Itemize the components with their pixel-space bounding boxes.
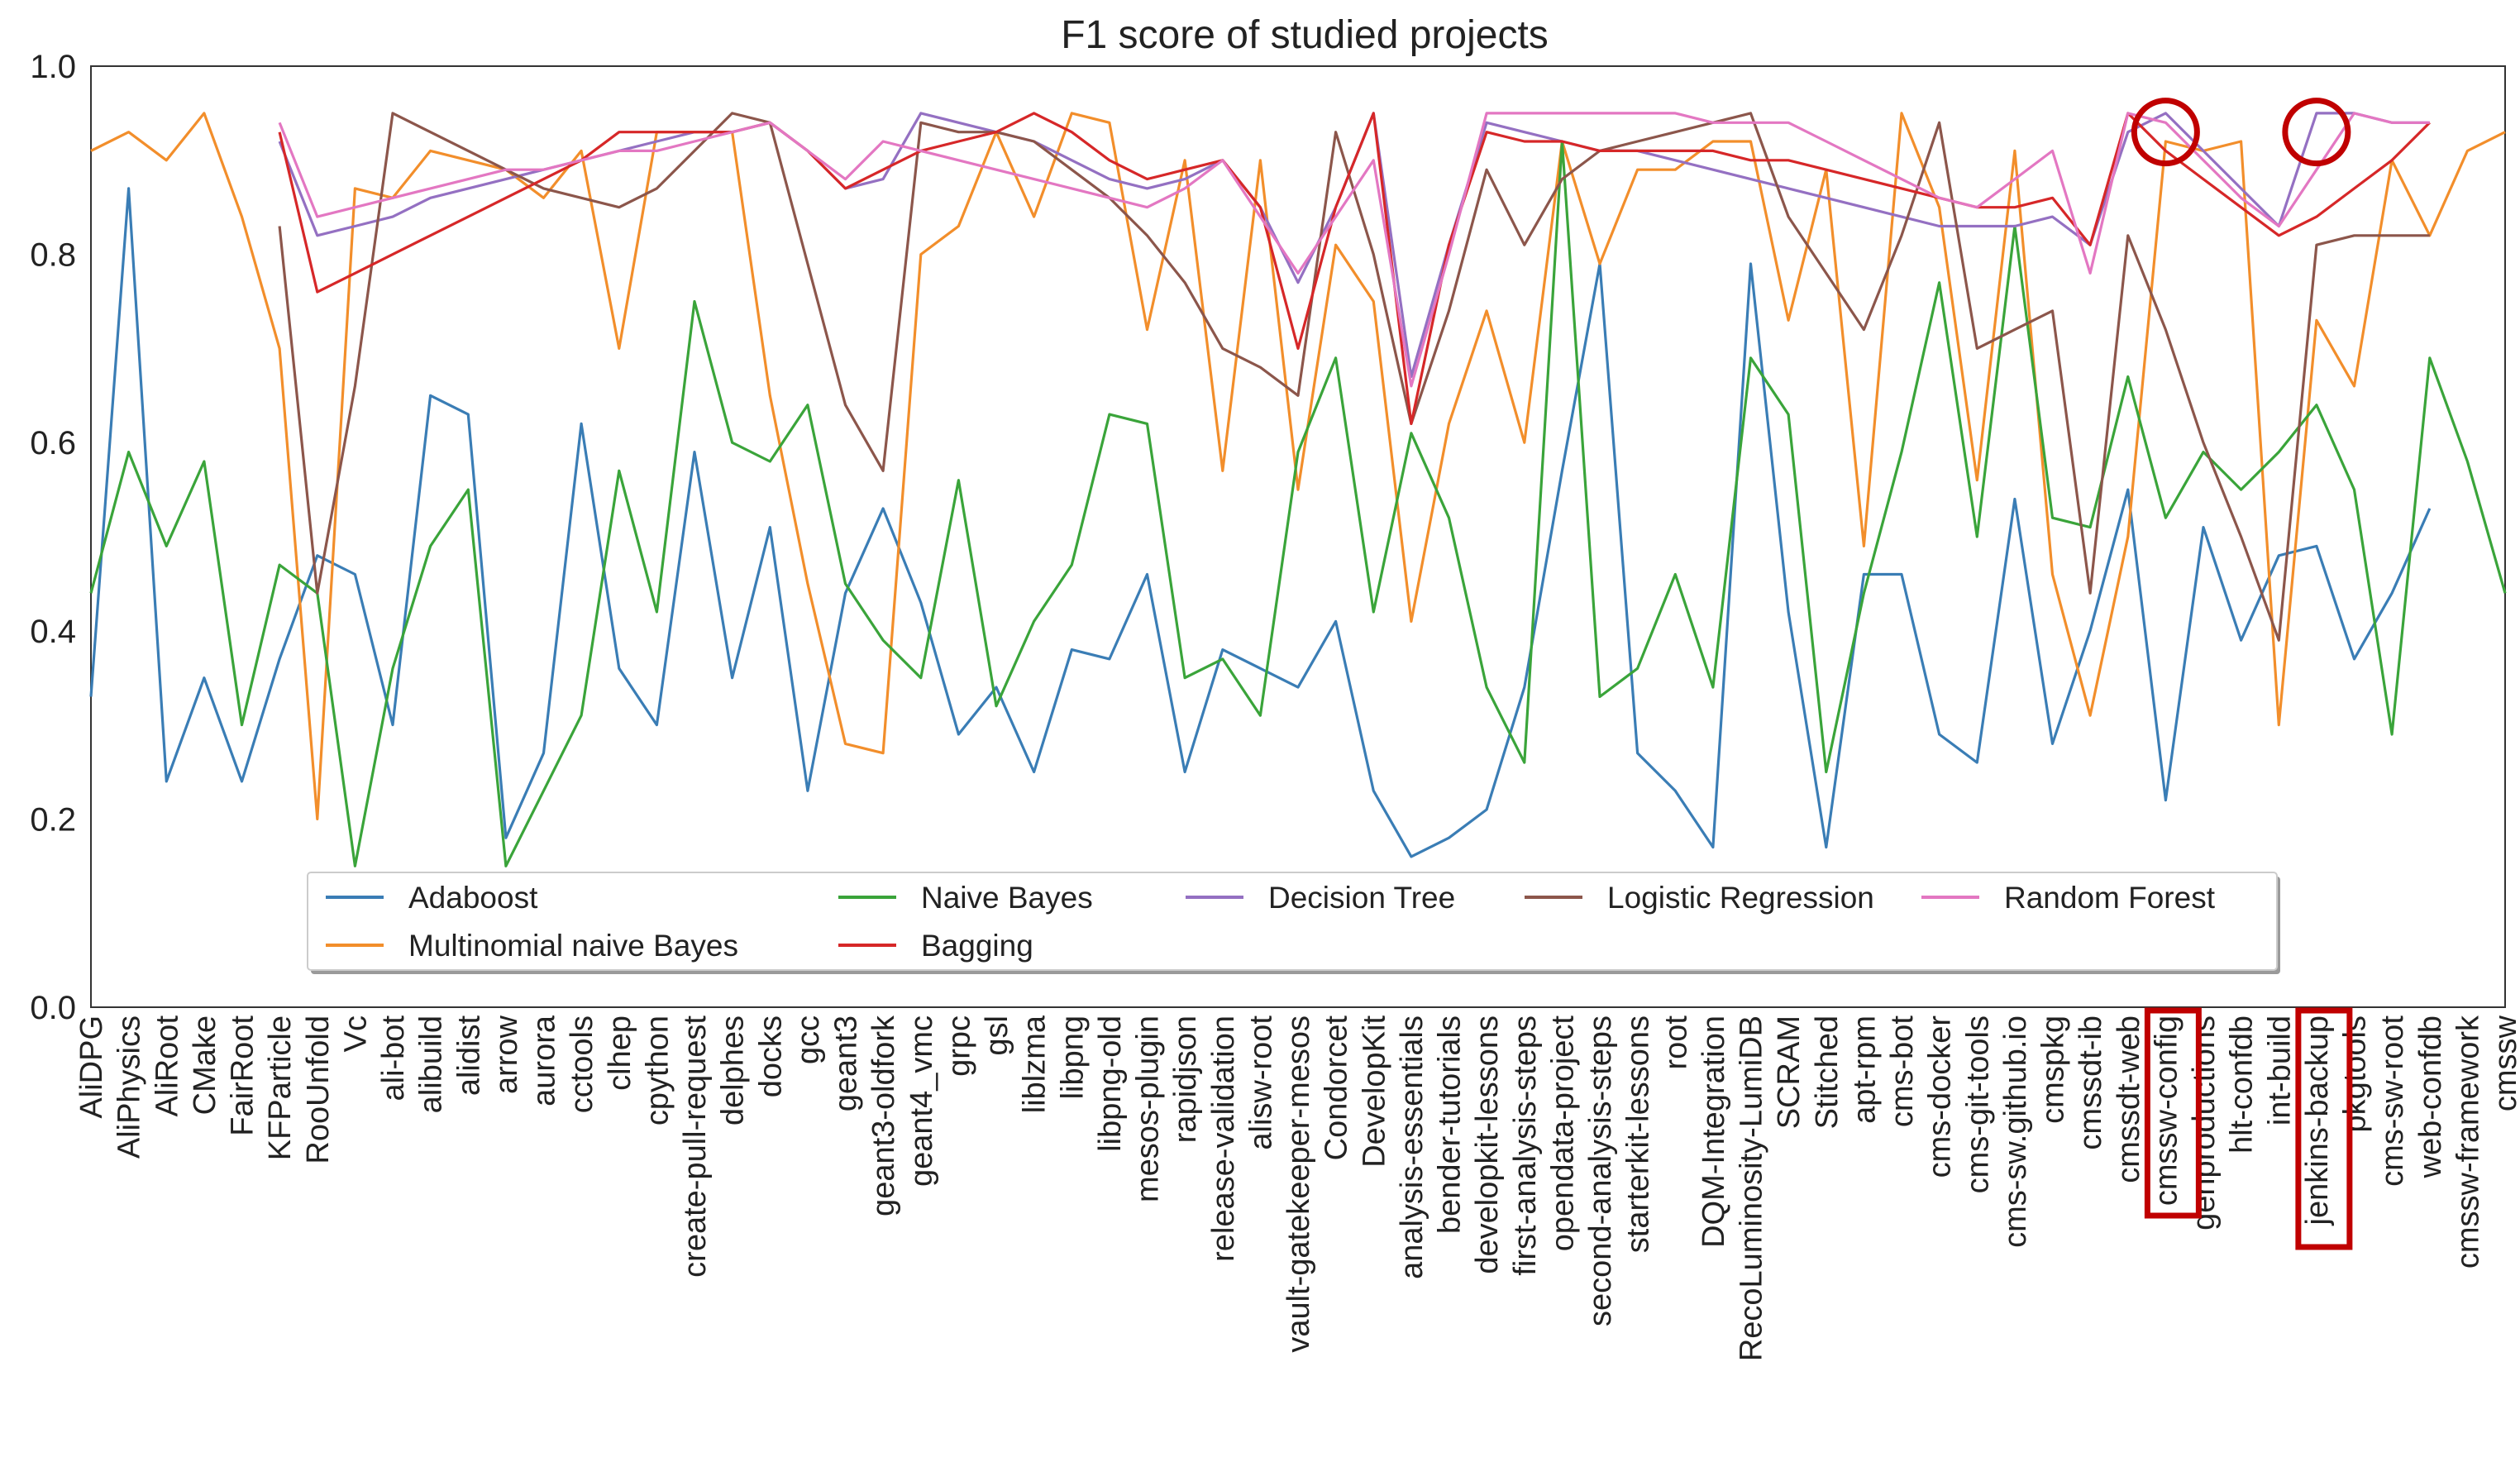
y-tick-label: 0.2 bbox=[30, 801, 76, 838]
x-tick-label: cmspkg bbox=[2036, 1015, 2071, 1124]
x-tick-label: second-analysis-steps bbox=[1583, 1015, 1618, 1326]
x-tick-label: DevelopKit bbox=[1357, 1015, 1391, 1168]
x-tick-label: alidist bbox=[451, 1015, 486, 1097]
x-tick-label: DQM-Integration bbox=[1697, 1015, 1731, 1248]
x-tick-label: cmssw-config bbox=[2149, 1015, 2184, 1206]
x-tick-label: AliPhysics bbox=[112, 1015, 147, 1159]
x-tick-label: cms-sw-root bbox=[2375, 1015, 2410, 1187]
x-tick-label: KFParticle bbox=[263, 1015, 298, 1160]
x-tick-label: geant4_vmc bbox=[904, 1015, 939, 1187]
x-tick-label: cmssw bbox=[2489, 1015, 2520, 1111]
legend-label: Bagging bbox=[921, 929, 1033, 963]
x-tick-label: FairRoot bbox=[226, 1015, 260, 1136]
x-tick-label: cpython bbox=[640, 1015, 675, 1125]
legend-label: Logistic Regression bbox=[1607, 881, 1874, 915]
legend-label: Adaboost bbox=[408, 881, 538, 915]
x-tick-label: RooUnfold bbox=[301, 1015, 336, 1164]
x-tick-label: pkgtools bbox=[2338, 1015, 2373, 1133]
x-tick-label: AliDPG bbox=[74, 1015, 109, 1119]
x-tick-label: SCRAM bbox=[1772, 1015, 1806, 1129]
x-tick-label: liblzma bbox=[1018, 1015, 1052, 1113]
x-tick-label: alisw-root bbox=[1243, 1015, 1278, 1150]
x-tick-label: analysis-essentials bbox=[1395, 1015, 1429, 1279]
x-tick-label: web-confdb bbox=[2413, 1015, 2448, 1178]
legend-label: Naive Bayes bbox=[921, 881, 1093, 915]
x-tick-label: opendata-project bbox=[1545, 1015, 1580, 1252]
x-tick-label: libpng bbox=[1055, 1015, 1090, 1099]
highlight-circle bbox=[2282, 98, 2351, 167]
legend-label: Random Forest bbox=[2004, 881, 2216, 915]
x-tick-label: cms-sw.github.io bbox=[1998, 1015, 2033, 1248]
x-tick-label: first-analysis-steps bbox=[1508, 1015, 1543, 1276]
chart-title: F1 score of studied projects bbox=[1061, 13, 1549, 57]
x-tick-label: gcc bbox=[791, 1015, 826, 1064]
x-tick-label: clhep bbox=[603, 1015, 637, 1091]
x-tick-label: libpng-old bbox=[1093, 1015, 1128, 1152]
x-tick-label: cms-git-tools bbox=[1960, 1015, 1995, 1193]
x-tick-label: delphes bbox=[716, 1015, 751, 1125]
x-tick-label: Vc bbox=[338, 1015, 373, 1052]
x-tick-label: geant3 bbox=[829, 1015, 864, 1111]
x-tick-label: cms-bot bbox=[1885, 1015, 1920, 1128]
x-tick-label: CMake bbox=[188, 1015, 222, 1115]
x-tick-label: root bbox=[1659, 1015, 1693, 1070]
series-line-adaboost bbox=[89, 187, 2432, 858]
plot-area: 0.0 0.2 0.4 0.6 0.8 1.0 AliDPG AliPhysics AliRoo… bbox=[30, 49, 2520, 1361]
legend-box bbox=[307, 872, 2278, 971]
x-tick-label: RecoLuminosity-LumiDB bbox=[1735, 1015, 1769, 1361]
legend-label: Multinomial naive Bayes bbox=[408, 929, 738, 963]
x-tick-label: Condorcet bbox=[1320, 1015, 1354, 1161]
series-line-multinomial-naive-bayes bbox=[90, 112, 2506, 820]
x-tick-label: mesos-plugin bbox=[1131, 1015, 1166, 1202]
highlight-circle bbox=[2131, 98, 2200, 167]
x-tick-label: bender-tutorials bbox=[1433, 1015, 1468, 1234]
x-tick-label: gsl bbox=[980, 1015, 1014, 1056]
x-tick-label: cmssdt-ib bbox=[2074, 1015, 2108, 1150]
x-tick-label: grpc bbox=[942, 1015, 976, 1077]
x-tick-label: genproductions bbox=[2187, 1015, 2222, 1230]
x-tick-label: rapidjson bbox=[1168, 1015, 1203, 1143]
x-tick-label: cmssdt-web bbox=[2112, 1015, 2146, 1183]
y-tick-label: 0.4 bbox=[30, 614, 76, 650]
x-tick-label: starterkit-lessons bbox=[1621, 1015, 1656, 1253]
y-tick-label: 0.0 bbox=[30, 990, 76, 1026]
x-tick-label: release-validation bbox=[1206, 1015, 1241, 1262]
series-line-random-forest bbox=[278, 112, 2430, 388]
highlight-label-box bbox=[2144, 1007, 2202, 1219]
legend-label: Decision Tree bbox=[1268, 881, 1455, 915]
x-tick-label: hlt-confdb bbox=[2225, 1015, 2260, 1154]
x-tick-label: int-build bbox=[2262, 1015, 2297, 1125]
x-tick-label: vault-gatekeeper-mesos bbox=[1281, 1015, 1316, 1353]
x-tick-label: arrow bbox=[489, 1015, 524, 1094]
x-tick-label: jenkins-backup bbox=[2300, 1015, 2335, 1226]
x-tick-label: create-pull-request bbox=[678, 1015, 713, 1278]
x-tick-label: alibuild bbox=[414, 1015, 449, 1113]
x-tick-label: aurora bbox=[527, 1015, 562, 1106]
plot-frame bbox=[90, 65, 2506, 1008]
series-line-bagging bbox=[278, 112, 2431, 425]
x-tick-label: geant3-oldfork bbox=[866, 1015, 901, 1216]
x-tick-label: cctools bbox=[565, 1015, 599, 1113]
y-tick-label: 0.6 bbox=[30, 425, 76, 461]
x-tick-label: cms-docker bbox=[1923, 1015, 1958, 1178]
highlight-label-box bbox=[2295, 1007, 2353, 1250]
x-tick-label: cmssw-framework bbox=[2451, 1015, 2485, 1269]
y-tick-label: 1.0 bbox=[30, 49, 76, 85]
x-tick-label: developkit-lessons bbox=[1470, 1015, 1505, 1274]
y-tick-label: 0.8 bbox=[30, 237, 76, 274]
x-tick-label: apt-rpm bbox=[1847, 1015, 1882, 1124]
x-tick-label: AliRoot bbox=[150, 1015, 184, 1117]
x-tick-label: docks bbox=[753, 1015, 788, 1097]
x-tick-label: Stitched bbox=[1810, 1015, 1845, 1129]
series-line-logistic-regression bbox=[278, 112, 2430, 642]
x-tick-label: ali-bot bbox=[376, 1015, 411, 1101]
